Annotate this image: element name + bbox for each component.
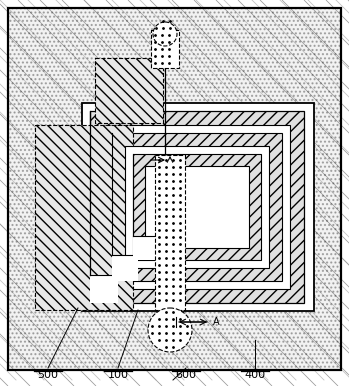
Bar — [133, 236, 157, 260]
Bar — [145, 166, 249, 248]
Bar — [112, 255, 138, 281]
Text: 100: 100 — [107, 370, 128, 380]
Text: 600: 600 — [176, 370, 196, 380]
Bar — [151, 30, 179, 68]
Bar — [112, 133, 282, 281]
Text: 500: 500 — [37, 370, 59, 380]
Bar — [82, 103, 314, 311]
Bar — [95, 58, 163, 123]
Circle shape — [148, 308, 192, 352]
Bar — [35, 125, 133, 310]
Bar — [125, 146, 269, 268]
Bar — [104, 125, 290, 289]
Bar — [133, 154, 261, 260]
Circle shape — [153, 22, 177, 46]
Text: A: A — [213, 317, 220, 327]
Bar — [155, 155, 185, 310]
Text: 400: 400 — [244, 370, 266, 380]
Bar — [90, 275, 118, 303]
Bar — [90, 111, 304, 303]
